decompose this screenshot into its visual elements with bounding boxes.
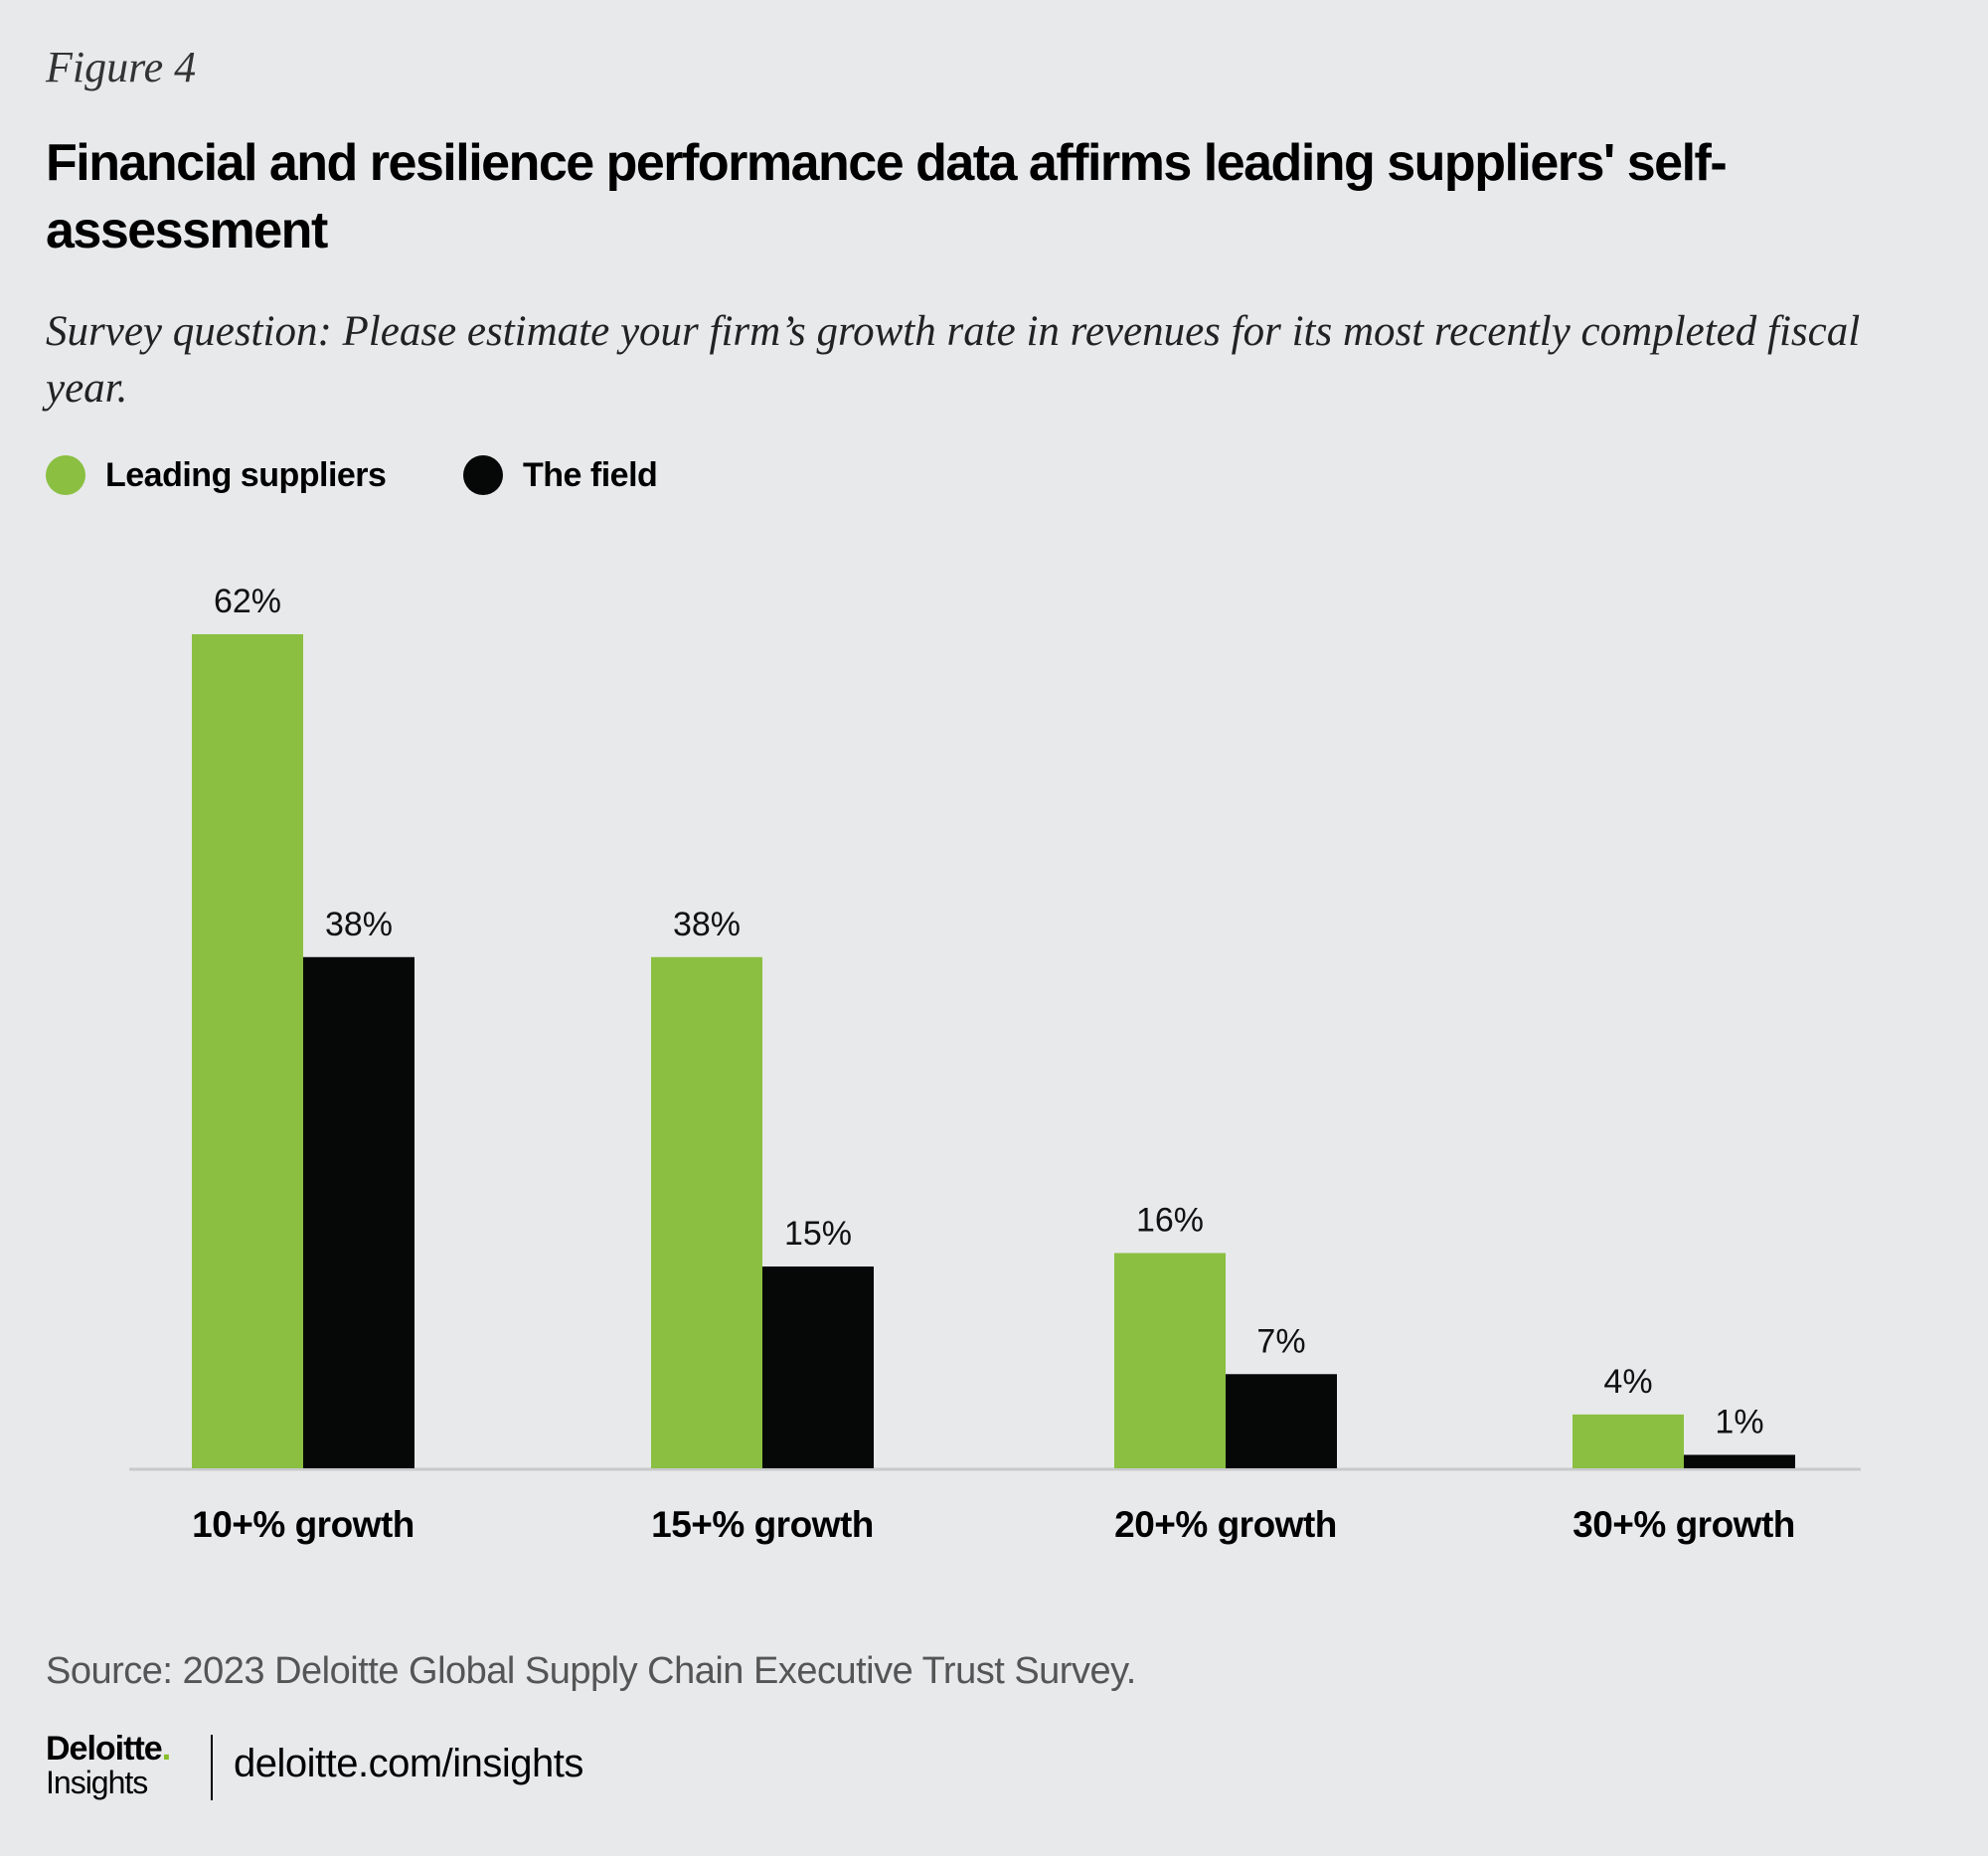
category-label: 30+% growth (1573, 1504, 1795, 1545)
deloitte-insights-logo: Deloitte. Insights (46, 1730, 171, 1800)
website-link[interactable]: deloitte.com/insights (234, 1742, 583, 1785)
divider (211, 1735, 213, 1800)
data-label: 38% (673, 906, 741, 943)
legend-label: The field (523, 455, 658, 494)
category-label: 20+% growth (1114, 1504, 1337, 1545)
logo-insights: Insights (46, 1765, 148, 1800)
data-label: 38% (325, 906, 393, 943)
data-label: 16% (1136, 1201, 1204, 1239)
bar-field (1226, 1374, 1337, 1468)
legend-swatch-black (463, 455, 503, 495)
figure-label: Figure 4 (46, 43, 197, 91)
bar-field (1684, 1454, 1795, 1468)
category-label: 15+% growth (651, 1504, 874, 1545)
bar-leading (1573, 1414, 1684, 1468)
legend-swatch-green (46, 455, 85, 495)
legend-item-the-field: The field (463, 455, 658, 495)
source-note: Source: 2023 Deloitte Global Supply Chai… (46, 1650, 1136, 1692)
bar-field (303, 956, 414, 1468)
data-label: 1% (1715, 1403, 1763, 1440)
survey-question: Survey question: Please estimate your fi… (46, 308, 1861, 412)
logo-deloitte: Deloitte (46, 1730, 163, 1768)
legend-item-leading-suppliers: Leading suppliers (46, 455, 387, 495)
category-label: 10+% growth (192, 1504, 414, 1545)
data-label: 7% (1256, 1322, 1305, 1360)
bar-leading (1114, 1253, 1226, 1468)
data-label: 4% (1603, 1363, 1652, 1401)
chart-title: Financial and resilience performance dat… (46, 134, 1728, 259)
bar-field (762, 1266, 874, 1468)
data-label: 62% (214, 583, 281, 620)
bar-leading (192, 634, 303, 1468)
data-label: 15% (784, 1215, 852, 1253)
bar-leading (651, 956, 762, 1468)
legend-label: Leading suppliers (105, 455, 387, 494)
